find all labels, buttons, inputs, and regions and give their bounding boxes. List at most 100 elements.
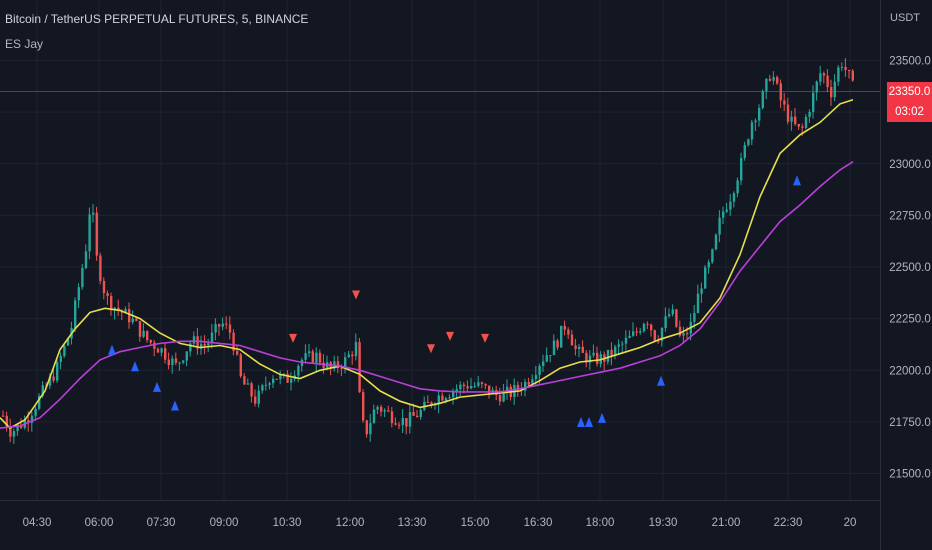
x-tick-label: 07:30 [147, 517, 176, 529]
candle-body [729, 201, 732, 210]
candle-body [254, 396, 257, 404]
candle-body [9, 426, 12, 437]
candle-body [117, 307, 120, 311]
candle-body [203, 344, 206, 346]
fast-ma-line [0, 98, 854, 430]
candle-body [617, 344, 620, 347]
x-tick-label: 21:00 [712, 517, 741, 529]
candle-body [545, 355, 548, 362]
buy-signal-triangle [598, 412, 606, 423]
candle-body [131, 318, 134, 323]
candle-body [830, 87, 833, 98]
candle-body [5, 415, 8, 427]
candle-body [77, 287, 80, 301]
candle-body [2, 415, 5, 417]
y-tick-label: 22500.0 [889, 262, 931, 274]
candle-body [844, 66, 847, 71]
candle-body [308, 351, 311, 354]
sell-signal-triangle [289, 333, 297, 343]
candle-body [606, 349, 610, 362]
candle-body [480, 382, 484, 384]
candle-body [257, 390, 260, 404]
candle-body [466, 386, 469, 389]
candle-body [246, 383, 250, 385]
candle-body [765, 78, 768, 92]
candle-body [200, 344, 203, 349]
candle-body [556, 340, 559, 348]
sell-signal-triangle [427, 344, 435, 354]
candle-body [718, 217, 721, 235]
candle-body [516, 384, 520, 390]
moving-averages [0, 91, 880, 430]
candle-body [671, 309, 674, 315]
candle-body [437, 395, 440, 405]
sell-signal-triangle [352, 290, 360, 300]
candle-body [578, 346, 581, 350]
candle-body [444, 398, 448, 401]
candle-body [786, 104, 790, 122]
candle-body [808, 111, 811, 117]
candle-body [758, 108, 761, 121]
candle-body [772, 77, 775, 81]
candle-body [531, 379, 534, 385]
candle-body [92, 212, 95, 215]
candle-body [56, 361, 59, 381]
candle-body [358, 342, 361, 393]
candle-body [390, 411, 394, 424]
candle-body [750, 122, 754, 140]
candle-body [336, 361, 340, 368]
candle-body [776, 77, 779, 84]
candle-body [383, 410, 386, 412]
candle-body [542, 361, 545, 366]
candle-body [736, 180, 739, 194]
candle-body [228, 324, 232, 333]
candle-body [88, 214, 91, 252]
candle-body [48, 376, 52, 386]
candle-body [840, 66, 844, 68]
candle-body [596, 352, 599, 364]
candle-body [340, 367, 343, 369]
x-tick-label: 19:30 [649, 517, 678, 529]
candle-body [95, 212, 98, 256]
candle-body [635, 331, 638, 333]
candle-body [675, 309, 678, 327]
x-tick-label: 12:00 [336, 517, 365, 529]
candle-body [761, 91, 764, 109]
candle-body [174, 358, 178, 363]
candle-body [239, 354, 242, 377]
candle-body [59, 356, 62, 362]
candle-body [837, 67, 840, 82]
candle-body [196, 336, 199, 349]
x-tick-label: 15:00 [461, 517, 490, 529]
candle-body [826, 75, 829, 88]
candle-body [747, 139, 750, 146]
symbol-title[interactable]: Bitcoin / TetherUS PERPETUAL FUTURES, 5,… [5, 12, 309, 26]
candle-body [592, 352, 595, 356]
candle-body [110, 295, 113, 311]
candle-body [225, 323, 228, 325]
sell-signal-triangle [481, 333, 489, 343]
candle-body [419, 409, 422, 418]
candle-body [628, 335, 631, 338]
candle-body [430, 402, 433, 406]
candle-body [221, 323, 224, 327]
buy-signal-triangle [108, 344, 116, 355]
candle-body [470, 385, 473, 389]
indicator-label[interactable]: ES Jay [5, 37, 44, 51]
candle-body [448, 397, 451, 399]
candle-body [30, 415, 34, 423]
candle-body [783, 100, 786, 105]
candle-body [790, 116, 793, 122]
candle-body [102, 280, 106, 294]
buy-signal-triangle [793, 175, 801, 186]
candle-body [214, 324, 217, 333]
candle-body [488, 385, 491, 395]
y-tick-label: 23000.0 [889, 159, 931, 171]
candle-body [401, 418, 404, 425]
candle-body [376, 406, 379, 410]
x-tick-label: 16:30 [524, 517, 553, 529]
candle-body [722, 211, 725, 218]
candle-body [621, 343, 624, 345]
